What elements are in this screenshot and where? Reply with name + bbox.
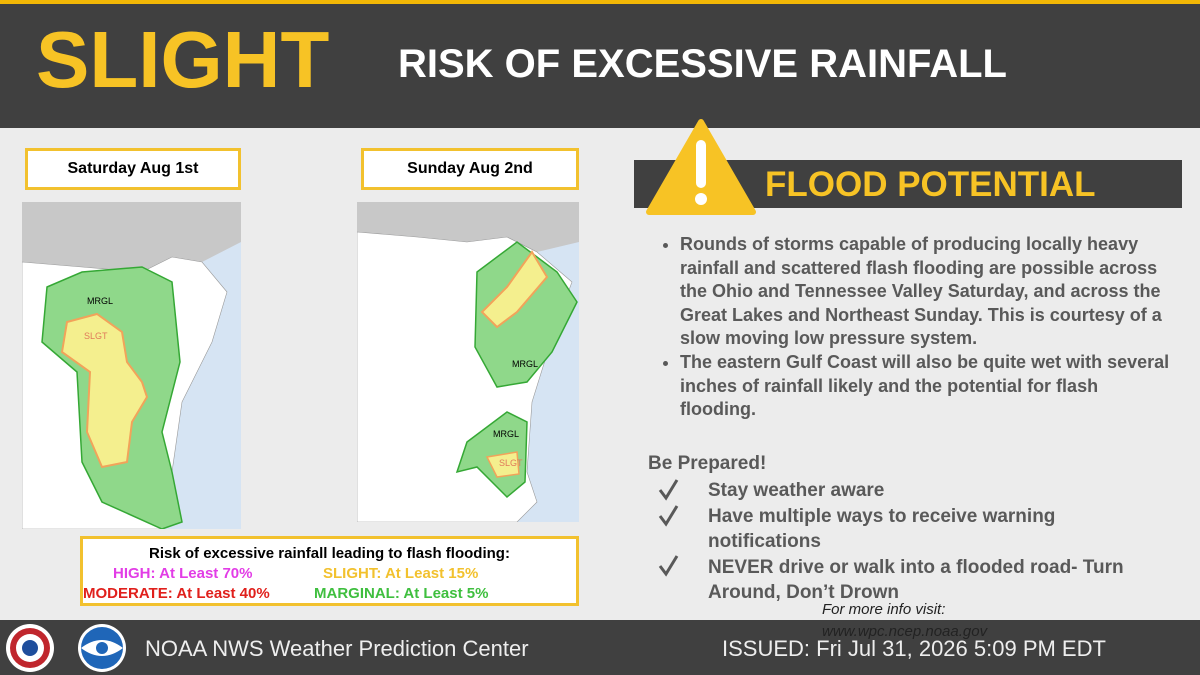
legend-item: SLIGHT: At Least 15%: [323, 565, 479, 582]
office-name: NOAA NWS Weather Prediction Center: [145, 636, 529, 661]
date-label: Sunday Aug 2nd: [361, 148, 579, 190]
map-area-label: SLGT: [84, 331, 108, 341]
map: MRGL MRGL SLGT: [357, 202, 579, 522]
bullet: Rounds of storms capable of producing lo…: [680, 233, 1170, 351]
more-info: For more info visit:: [822, 601, 946, 618]
checklist-item: Have multiple ways to receive warning no…: [708, 506, 1056, 552]
header: [0, 0, 1200, 128]
legend: Risk of excessive rainfall leading to fl…: [80, 536, 579, 606]
issued-time: ISSUED: Fri Jul 31, 2026 5:09 PM EDT: [722, 636, 1106, 661]
legend-item: MODERATE: At Least 40%: [83, 585, 270, 602]
date-label: Saturday Aug 1st: [25, 148, 241, 190]
checklist-item: Stay weather aware: [708, 480, 885, 501]
checklist-item: NEVER drive or walk into a flooded road-…: [708, 557, 1124, 603]
bullet: The eastern Gulf Coast will also be quit…: [680, 351, 1170, 422]
legend-title: Risk of excessive rainfall leading to fl…: [149, 545, 510, 562]
flood-title: FLOOD POTENTIAL: [765, 165, 1096, 204]
warning-icon: [646, 119, 756, 215]
check-icons: [658, 479, 679, 577]
map-area-label: MRGL: [512, 359, 538, 369]
bullet-list: Rounds of storms capable of producing lo…: [650, 233, 1170, 422]
legend-item: HIGH: At Least 70%: [113, 565, 253, 582]
risk-level: SLIGHT: [36, 15, 330, 104]
map-area-label: MRGL: [87, 296, 113, 306]
legend-item: MARGINAL: At Least 5%: [314, 585, 489, 602]
logos: [6, 624, 126, 672]
header-title: RISK OF EXCESSIVE RAINFALL: [398, 42, 1007, 86]
footer: [0, 620, 1200, 675]
prepared-heading: Be Prepared!: [648, 453, 767, 474]
map: MRGL SLGT: [22, 202, 241, 529]
map-area-label: MRGL: [493, 429, 519, 439]
url: www.wpc.ncep.noaa.gov: [822, 623, 988, 640]
map-area-label: SLGT: [499, 458, 523, 468]
